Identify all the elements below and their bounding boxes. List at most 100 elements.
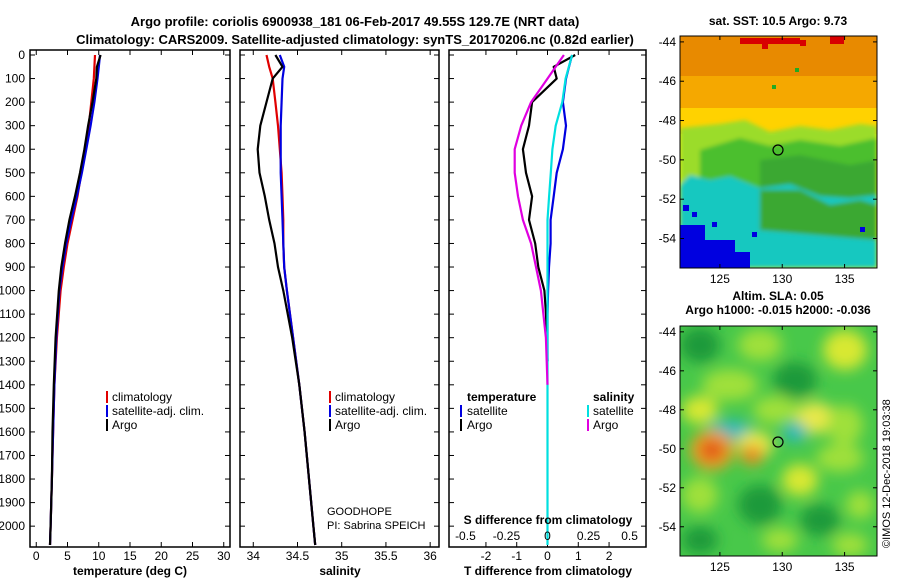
sla-map-title-1: Altim. SLA: 0.05 xyxy=(732,289,824,303)
legend-label-t-satellite: satellite xyxy=(467,404,508,418)
legend-label-satellite: satellite-adj. clim. xyxy=(112,404,204,418)
difference-legend: temperature satellite Argo salinity sate… xyxy=(460,390,635,432)
map-y-tick-label: -44 xyxy=(659,325,677,339)
map-y-tick-label: -44 xyxy=(659,35,677,49)
salinity-xlabel: salinity xyxy=(319,564,361,578)
difference-xlabel: T difference from climatology xyxy=(464,564,632,578)
legend-label-s-argo: Argo xyxy=(593,418,619,432)
salinity-panel-frame xyxy=(239,49,440,548)
map-y-tick-label: -48 xyxy=(659,403,677,417)
difference-top-label: S difference from climatology xyxy=(464,513,633,527)
temperature-xlabel: temperature (deg C) xyxy=(73,564,187,578)
map-x-tick-label: 135 xyxy=(835,272,855,286)
map-x-tick-label: 125 xyxy=(710,272,730,286)
legend-title-salinity: salinity xyxy=(593,390,635,404)
panel-lines xyxy=(48,54,576,546)
map-y-tick-label: -50 xyxy=(659,153,677,167)
map-y-tick-label: -50 xyxy=(659,442,677,456)
top-tick-label: 0.5 xyxy=(621,529,638,543)
sla-map-image xyxy=(680,326,877,556)
x-tick-label: 2 xyxy=(606,549,613,563)
depth-tick-label: 1400 xyxy=(0,378,25,392)
depth-tick-label: 0 xyxy=(18,48,25,62)
x-tick-label: 35.5 xyxy=(374,549,398,563)
depth-tick-label: 1600 xyxy=(0,425,25,439)
depth-tick-label: 200 xyxy=(5,95,25,109)
map-x-tick-label: 135 xyxy=(835,560,855,574)
x-tick-label: 0 xyxy=(544,549,551,563)
depth-tick-label: 1100 xyxy=(0,307,25,321)
sla-map-frame xyxy=(679,325,878,557)
legend-title-temperature: temperature xyxy=(467,390,537,404)
x-tick-label: 30 xyxy=(217,549,231,563)
x-tick-label: 36 xyxy=(423,549,437,563)
map-y-tick-label: -46 xyxy=(659,364,677,378)
depth-tick-label: 1300 xyxy=(0,354,25,368)
depth-tick-label: 1800 xyxy=(0,472,25,486)
x-tick-label: 5 xyxy=(64,549,71,563)
sla-float-marker xyxy=(772,436,784,448)
pi-label: PI: Sabrina SPEICH xyxy=(327,520,425,532)
x-tick-label: 10 xyxy=(92,549,106,563)
legend-label-satellite: satellite-adj. clim. xyxy=(335,404,427,418)
depth-tick-label: 1900 xyxy=(0,496,25,510)
temperature-series-2 xyxy=(48,54,102,546)
x-tick-label: 25 xyxy=(186,549,200,563)
x-tick-label: 34.5 xyxy=(286,549,310,563)
sst-map-frame xyxy=(679,35,878,269)
x-tick-label: -1 xyxy=(511,549,522,563)
map-y-tick-label: -54 xyxy=(659,232,677,246)
depth-tick-label: 900 xyxy=(5,260,25,274)
depth-tick-label: 400 xyxy=(5,142,25,156)
x-tick-labels: 0 5 10 15 20 25 30 34 34.5 35 35.5 36 -2 -1 0 1 2 -0.5 -0.… xyxy=(33,529,638,563)
difference-series-2 xyxy=(546,54,574,545)
map-x-tick-label: 130 xyxy=(772,272,792,286)
legend-label-s-satellite: satellite xyxy=(593,404,634,418)
sst-map-ticks: 125 130 135 -44 -46 -48 -50 -52 -54 xyxy=(659,35,877,286)
sst-float-marker xyxy=(772,144,784,156)
x-tick-label: 20 xyxy=(155,549,169,563)
credit-label: ©IMOS 12-Dec-2018 19:03:38 xyxy=(881,399,893,548)
depth-tick-label: 300 xyxy=(5,119,25,133)
program-label: GOODHOPE xyxy=(327,506,392,518)
legend-label-climatology: climatology xyxy=(112,390,172,404)
legend-label-t-argo: Argo xyxy=(467,418,493,432)
sla-map-title-2: Argo h1000: -0.015 h2000: -0.036 xyxy=(685,303,871,317)
temperature-legend: climatology satellite-adj. clim. Argo xyxy=(106,390,204,432)
depth-tick-label: 800 xyxy=(5,236,25,250)
sst-map-image xyxy=(680,36,877,268)
difference-series-3 xyxy=(513,54,565,385)
map-y-tick-label: -52 xyxy=(659,192,677,206)
difference-series-1 xyxy=(521,54,576,362)
depth-tick-label: 2000 xyxy=(0,519,25,533)
depth-tick-label: 100 xyxy=(5,72,25,86)
top-tick-label: -0.25 xyxy=(493,529,521,543)
x-tick-label: 35 xyxy=(335,549,349,563)
x-tick-label: 1 xyxy=(575,549,582,563)
depth-axis-labels: 0 100 200 300 400 500 600 700 800 900 1000 1100 1200… xyxy=(0,48,25,533)
map-y-tick-label: -52 xyxy=(659,481,677,495)
top-tick-label: 0 xyxy=(544,529,551,543)
x-tick-label: -2 xyxy=(481,549,492,563)
map-y-tick-label: -46 xyxy=(659,74,677,88)
depth-tick-label: 1500 xyxy=(0,401,25,415)
difference-series-0 xyxy=(546,54,574,362)
map-x-tick-label: 130 xyxy=(772,560,792,574)
title-line-1: Argo profile: coriolis 6900938_181 06-Fe… xyxy=(131,14,580,29)
top-tick-label: -0.5 xyxy=(455,529,476,543)
map-x-tick-label: 125 xyxy=(710,560,730,574)
panel-ticks xyxy=(30,50,646,547)
x-tick-label: 34 xyxy=(247,549,261,563)
depth-tick-label: 1200 xyxy=(0,331,25,345)
legend-label-argo: Argo xyxy=(335,418,361,432)
depth-tick-label: 1700 xyxy=(0,448,25,462)
legend-label-climatology: climatology xyxy=(335,390,395,404)
sla-map-ticks: 125 130 135 -44 -46 -48 -50 -52 -54 xyxy=(659,325,877,574)
x-tick-label: 15 xyxy=(123,549,137,563)
sst-map-title: sat. SST: 10.5 Argo: 9.73 xyxy=(709,14,848,28)
map-y-tick-label: -48 xyxy=(659,114,677,128)
depth-tick-label: 700 xyxy=(5,213,25,227)
legend-label-argo: Argo xyxy=(112,418,138,432)
depth-tick-label: 600 xyxy=(5,189,25,203)
